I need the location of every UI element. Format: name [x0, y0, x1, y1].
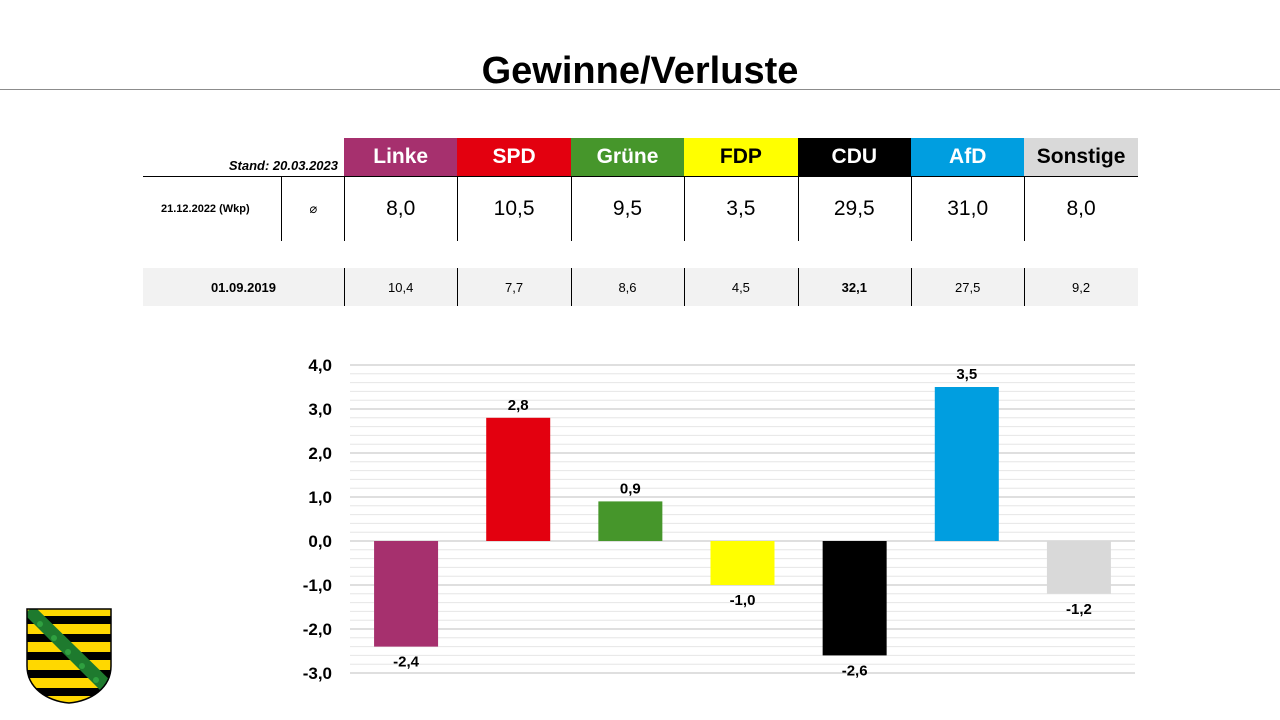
data-label-afd: 3,5: [956, 366, 977, 383]
y-tick-label: -2,0: [303, 620, 332, 639]
bar-linke: [374, 541, 439, 647]
column-divider: [570, 177, 572, 241]
bar-afd: [934, 387, 999, 541]
average-symbol: ⌀: [309, 201, 317, 216]
gains-losses-chart: 4,0 3,0 2,0 1,0 0,0 -1,0 -2,0 -3,0 -2,4 2,8 0,9 -1,…: [303, 356, 1135, 683]
poll-value-afd: 31,0: [947, 197, 989, 220]
poll-table: Stand: 20.03.2023 Linke SPD Grüne FDP CDU AfD…: [143, 138, 1138, 306]
election-date-label: 01.09.2019: [210, 279, 277, 295]
poll-value-fdp: 3,5: [726, 197, 756, 220]
column-divider: [457, 268, 459, 306]
title-divider: [0, 89, 1280, 90]
column-divider: [1024, 177, 1026, 241]
data-label-fdp: -1,0: [730, 592, 756, 609]
result-value-cdu: 32,1: [841, 279, 867, 295]
column-divider: [457, 177, 459, 241]
party-header-sonstige: Sonstige: [1024, 138, 1138, 176]
column-divider: [684, 177, 686, 241]
poll-value-sonstige: 8,0: [1066, 197, 1096, 220]
party-header-cdu: CDU: [797, 138, 911, 176]
y-tick-label: 2,0: [308, 444, 332, 463]
column-divider: [1024, 268, 1026, 306]
column-divider: [797, 268, 799, 306]
column-divider: [344, 177, 345, 241]
bar-cdu: [822, 541, 887, 656]
y-tick-label: -3,0: [303, 664, 332, 683]
data-label-cdu: -2,6: [842, 662, 868, 679]
party-header-spd: SPD: [457, 138, 571, 176]
bar-spd: [486, 417, 551, 541]
column-divider: [570, 268, 572, 306]
data-label-sonstige: -1,2: [1066, 601, 1092, 618]
result-value-linke: 10,4: [388, 279, 414, 295]
result-row-bg: [143, 268, 1138, 306]
y-tick-label: -1,0: [303, 576, 332, 595]
poll-value-linke: 8,0: [386, 197, 416, 220]
result-value-fdp: 4,5: [731, 279, 750, 295]
bar-sonstige: [1046, 541, 1111, 594]
saxony-coat-of-arms-icon: [26, 608, 112, 704]
result-value-sonstige: 9,2: [1072, 279, 1091, 295]
column-divider: [797, 177, 799, 241]
data-label-spd: 2,8: [508, 397, 529, 414]
column-divider: [344, 268, 345, 306]
poll-date-label: 21.12.2022 (Wkp): [161, 203, 250, 215]
result-value-afd: 27,5: [955, 279, 981, 295]
column-divider: [911, 177, 912, 241]
y-tick-label: 0,0: [308, 532, 332, 551]
party-header-linke: Linke: [344, 138, 458, 176]
header-rule: [143, 176, 1138, 177]
party-header-afd: AfD: [911, 138, 1025, 176]
party-header-grüne: Grüne: [570, 138, 685, 176]
poll-value-cdu: 29,5: [833, 197, 875, 220]
result-value-grüne: 8,6: [618, 279, 637, 295]
poll-value-grüne: 9,5: [612, 197, 643, 220]
data-label-grüne: 0,9: [620, 480, 641, 497]
page-title: Gewinne/Verluste: [481, 50, 799, 92]
column-divider: [684, 268, 686, 306]
bar-grüne: [598, 501, 663, 541]
stand-date: Stand: 20.03.2023: [228, 157, 338, 173]
column-divider: [911, 268, 912, 306]
column-divider: [281, 177, 282, 241]
result-value-spd: 7,7: [505, 279, 524, 295]
party-header-fdp: FDP: [684, 138, 798, 176]
data-label-linke: -2,4: [393, 654, 420, 671]
bar-fdp: [710, 541, 775, 585]
poll-value-spd: 10,5: [493, 197, 535, 220]
y-tick-label: 4,0: [308, 356, 332, 375]
y-tick-label: 3,0: [308, 400, 332, 419]
y-tick-label: 1,0: [308, 488, 332, 507]
